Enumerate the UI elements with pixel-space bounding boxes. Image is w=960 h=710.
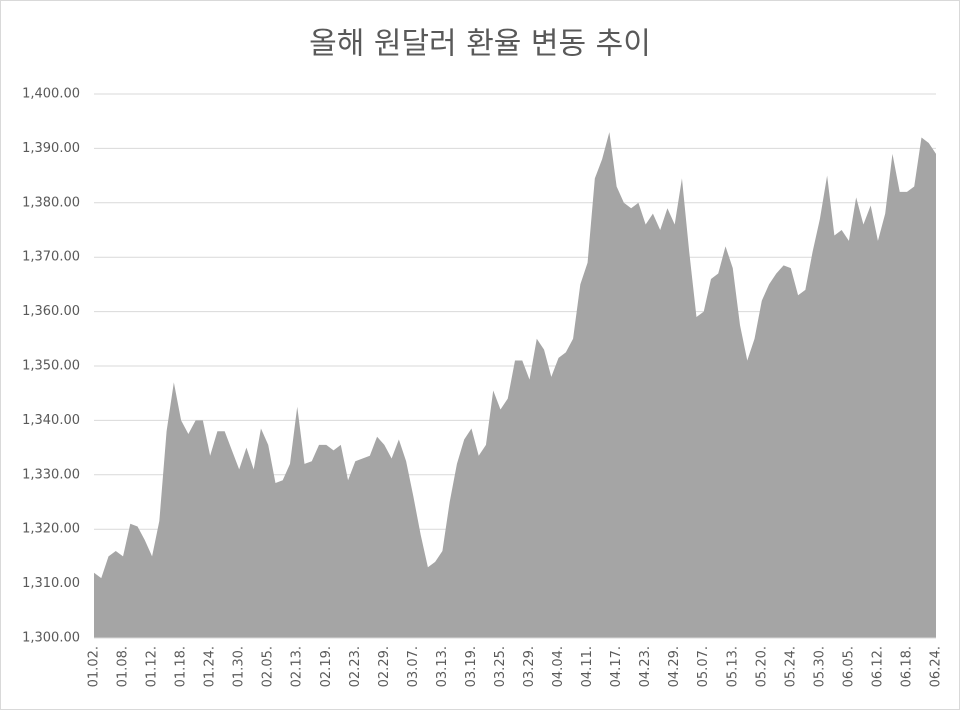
- chart-title: 올해 원달러 환율 변동 추이: [309, 27, 651, 62]
- y-tick-label: 1,390.00: [22, 141, 80, 156]
- x-tick-label: 02.19.: [319, 646, 334, 687]
- x-tick-label: 01.18.: [174, 646, 189, 687]
- area: [94, 132, 936, 638]
- x-tick-label: 06.05.: [841, 646, 856, 687]
- y-tick-label: 1,400.00: [22, 87, 80, 102]
- x-tick-label: 06.24.: [929, 646, 944, 687]
- x-tick-label: 04.11.: [580, 646, 595, 687]
- x-tick-label: 02.05.: [261, 646, 276, 687]
- x-tick-label: 04.23.: [638, 646, 653, 687]
- x-tick-label: 05.24.: [783, 646, 798, 687]
- x-tick-label: 05.13.: [725, 646, 740, 687]
- x-tick-label: 02.23.: [348, 646, 363, 687]
- y-tick-label: 1,310.00: [22, 576, 80, 591]
- x-tick-label: 05.30.: [812, 646, 827, 687]
- x-tick-label: 01.12.: [145, 646, 160, 687]
- x-tick-label: 05.07.: [696, 646, 711, 687]
- y-tick-label: 1,300.00: [22, 631, 80, 646]
- x-tick-label: 04.29.: [667, 646, 682, 687]
- x-tick-label: 01.24.: [203, 646, 218, 687]
- x-tick-label: 04.04.: [551, 646, 566, 687]
- y-tick-label: 1,340.00: [22, 413, 80, 428]
- x-tick-label: 04.17.: [609, 646, 624, 687]
- y-tick-label: 1,380.00: [22, 195, 80, 210]
- x-tick-label: 06.18.: [899, 646, 914, 687]
- y-tick-label: 1,370.00: [22, 250, 80, 265]
- x-tick-label: 03.19.: [464, 646, 479, 687]
- y-tick-label: 1,320.00: [22, 522, 80, 537]
- x-tick-label: 03.29.: [522, 646, 537, 687]
- y-tick-label: 1,350.00: [22, 359, 80, 374]
- x-tick-label: 05.20.: [754, 646, 769, 687]
- y-tick-label: 1,330.00: [22, 467, 80, 482]
- x-tick-label: 02.13.: [290, 646, 305, 687]
- x-tick-label: 01.02.: [87, 646, 102, 687]
- x-tick-label: 03.13.: [435, 646, 450, 687]
- x-tick-label: 03.25.: [493, 646, 508, 687]
- x-tick-label: 02.29.: [377, 646, 392, 687]
- x-tick-label: 01.30.: [232, 646, 247, 687]
- y-tick-label: 1,360.00: [22, 304, 80, 319]
- x-tick-label: 03.07.: [406, 646, 421, 687]
- x-tick-label: 06.12.: [870, 646, 885, 687]
- x-tick-label: 01.08.: [116, 646, 131, 687]
